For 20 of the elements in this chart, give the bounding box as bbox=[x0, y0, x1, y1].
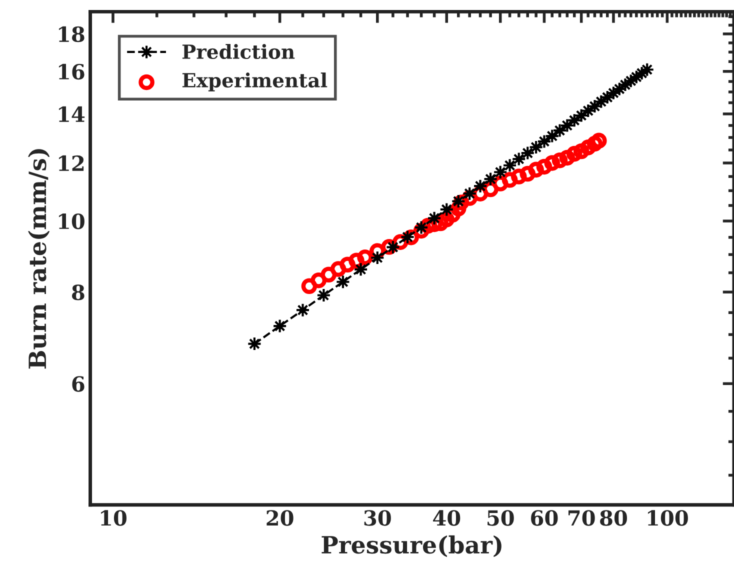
legend-label: Prediction bbox=[182, 44, 295, 60]
y-tick-label: 6 bbox=[72, 376, 84, 392]
x-tick-label: 80 bbox=[600, 510, 627, 526]
y-tick-label: 14 bbox=[58, 106, 85, 122]
y-tick-label: 12 bbox=[58, 155, 84, 171]
y-axis-title: Burn rate(mm/s) bbox=[28, 149, 50, 369]
legend-label: Experimental bbox=[182, 72, 328, 92]
x-tick-label: 50 bbox=[488, 510, 514, 526]
x-tick-label: 70 bbox=[568, 510, 595, 526]
y-tick-label: 10 bbox=[58, 213, 84, 230]
x-tick-label: 100 bbox=[648, 510, 688, 526]
x-axis-title: Pressure(bar) bbox=[322, 535, 502, 558]
x-tick-label: 40 bbox=[433, 510, 460, 526]
x-tick-label: 60 bbox=[531, 510, 558, 526]
x-tick-label: 20 bbox=[266, 510, 294, 526]
y-tick-label: 8 bbox=[72, 284, 84, 300]
x-tick-label: 10 bbox=[101, 510, 126, 526]
y-tick-label: 16 bbox=[58, 64, 84, 80]
y-tick-label: 18 bbox=[58, 26, 84, 42]
x-tick-label: 30 bbox=[364, 510, 391, 526]
